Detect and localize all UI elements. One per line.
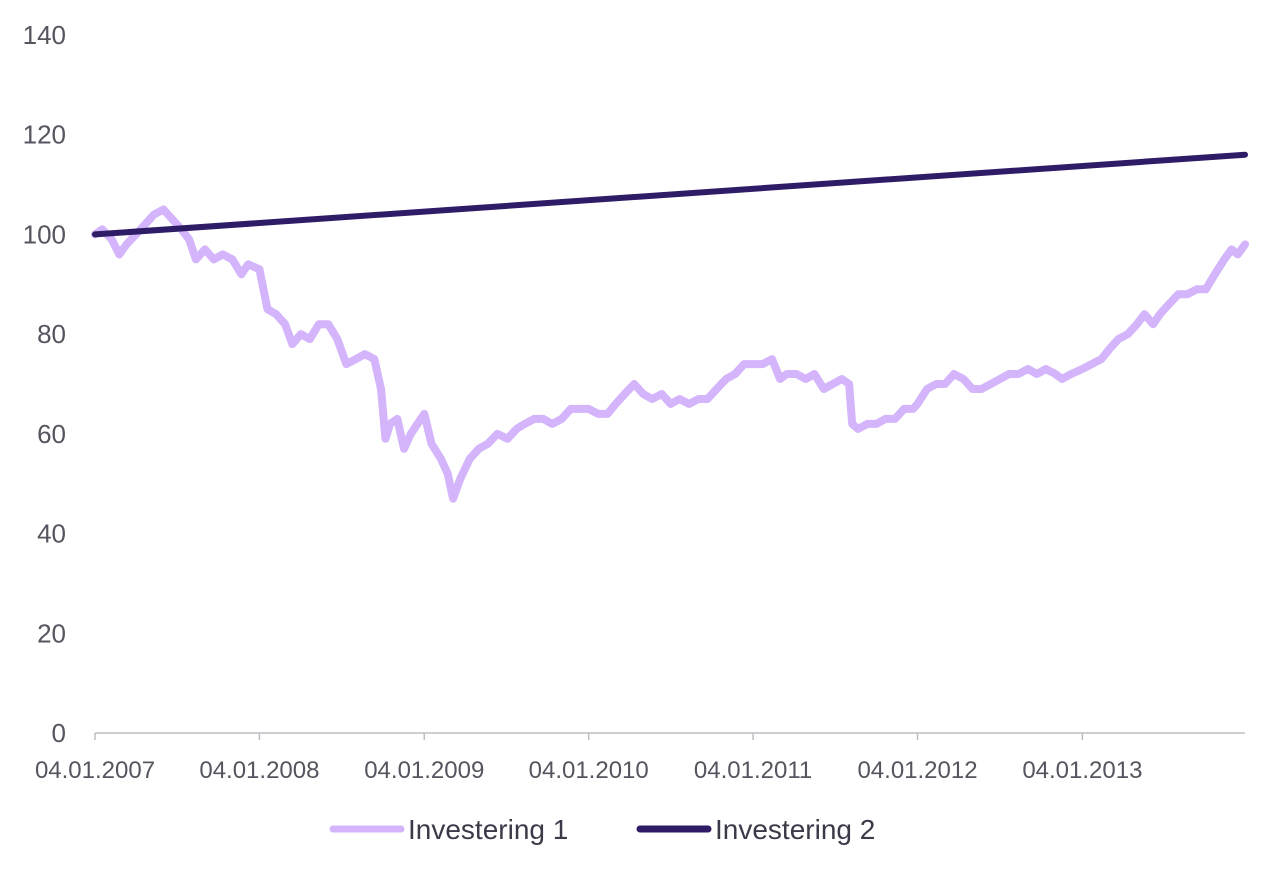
x-tick-label: 04.01.2012 (857, 757, 977, 784)
y-tick-label: 100 (23, 219, 66, 249)
x-tick-label: 04.01.2009 (364, 757, 484, 784)
series-lines (91, 151, 1249, 503)
y-tick-label: 20 (37, 618, 66, 648)
series-line-1 (91, 205, 1249, 503)
x-axis-tick-marks (94, 733, 1084, 740)
y-tick-label: 60 (37, 419, 66, 449)
y-tick-label: 120 (23, 120, 66, 150)
x-tick-label: 04.01.2007 (35, 757, 155, 784)
x-tick-label: 04.01.2008 (199, 757, 319, 784)
x-tick-label: 04.01.2011 (694, 757, 812, 784)
y-tick-label: 0 (52, 718, 66, 748)
y-tick-label: 140 (23, 20, 66, 50)
y-axis-tick-labels: 0 20 40 60 80 100 120 140 (23, 20, 66, 748)
x-tick-label: 04.01.2010 (529, 757, 649, 784)
legend-label-1: Investering 1 (408, 814, 568, 845)
legend-label-2: Investering 2 (715, 814, 875, 845)
y-tick-label: 80 (37, 319, 66, 349)
y-tick-label: 40 (37, 519, 66, 549)
x-tick-label: 04.01.2013 (1022, 757, 1142, 784)
legend: Investering 1 Investering 2 (329, 814, 875, 845)
x-axis-tick-labels: 04.01.2007 04.01.2008 04.01.2009 04.01.2010… (35, 757, 1143, 784)
series-line-2 (92, 151, 1248, 238)
